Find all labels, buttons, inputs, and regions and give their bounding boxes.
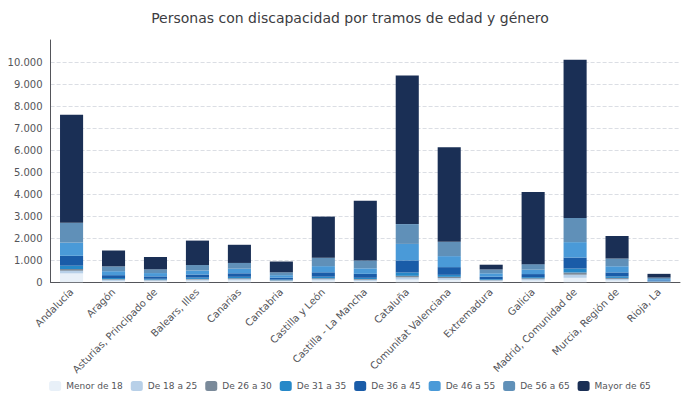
svg-text:Cantabria: Cantabria bbox=[243, 286, 285, 328]
svg-text:Extremadura: Extremadura bbox=[441, 286, 495, 340]
svg-text:0: 0 bbox=[36, 277, 42, 288]
svg-text:De 18 a 25: De 18 a 25 bbox=[148, 381, 197, 391]
svg-text:Aragón: Aragón bbox=[84, 286, 117, 319]
svg-text:Cataluña: Cataluña bbox=[372, 286, 411, 325]
svg-text:Comunitat Valenciana: Comunitat Valenciana bbox=[368, 286, 453, 371]
svg-text:9.000: 9.000 bbox=[14, 79, 43, 90]
svg-text:Personas con discapacidad por: Personas con discapacidad por tramos de … bbox=[151, 10, 549, 26]
svg-text:De 31 a 35: De 31 a 35 bbox=[297, 381, 346, 391]
svg-text:3.000: 3.000 bbox=[14, 211, 43, 222]
svg-text:Madrid, Comunidad de: Madrid, Comunidad de bbox=[491, 286, 579, 374]
svg-text:8.000: 8.000 bbox=[14, 101, 43, 112]
svg-text:Rioja, La: Rioja, La bbox=[625, 286, 663, 324]
svg-text:6.000: 6.000 bbox=[14, 145, 43, 156]
svg-text:Balears, Illes: Balears, Illes bbox=[149, 286, 202, 339]
svg-text:Castilla - La Mancha: Castilla - La Mancha bbox=[290, 286, 369, 365]
svg-text:Menor de 18: Menor de 18 bbox=[66, 381, 123, 391]
svg-text:7.000: 7.000 bbox=[14, 123, 43, 134]
svg-text:10.000: 10.000 bbox=[8, 57, 43, 68]
svg-text:De 56 a 65: De 56 a 65 bbox=[520, 381, 569, 391]
svg-text:2.000: 2.000 bbox=[14, 233, 43, 244]
svg-text:Murcia, Región de: Murcia, Región de bbox=[550, 286, 621, 357]
svg-text:Asturias, Principado de: Asturias, Principado de bbox=[70, 286, 159, 375]
svg-text:1.000: 1.000 bbox=[14, 255, 43, 266]
svg-text:Canarias: Canarias bbox=[205, 286, 244, 325]
svg-text:5.000: 5.000 bbox=[14, 167, 43, 178]
svg-text:De 36 a 45: De 36 a 45 bbox=[371, 381, 420, 391]
svg-text:Castilla y León: Castilla y León bbox=[267, 286, 328, 346]
svg-text:Galicia: Galicia bbox=[505, 286, 537, 318]
svg-text:Mayor de 65: Mayor de 65 bbox=[595, 381, 651, 391]
svg-text:De 26 a 30: De 26 a 30 bbox=[222, 381, 272, 391]
svg-text:4.000: 4.000 bbox=[14, 189, 43, 200]
svg-text:De 46 a 55: De 46 a 55 bbox=[446, 381, 495, 391]
svg-text:Andalucía: Andalucía bbox=[33, 286, 76, 329]
